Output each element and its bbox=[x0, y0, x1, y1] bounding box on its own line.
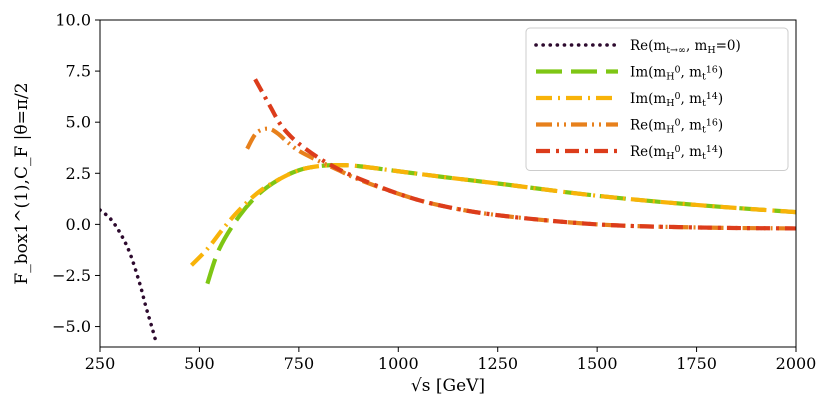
x-tick-label: 1500 bbox=[577, 354, 618, 373]
ticks-layer: 250 500 750 1000 1250 1500 1750 2000 −5.0 −2.5 0.0… bbox=[52, 11, 816, 374]
legend-item: Re(mH0, mt16) bbox=[536, 117, 723, 136]
x-tick-label: 1750 bbox=[676, 354, 717, 373]
series-line-5 bbox=[253, 78, 796, 231]
series-2 bbox=[205, 163, 796, 285]
x-axis-label-text: √s [GeV] bbox=[411, 376, 485, 396]
legend-label: Re(mH0, mt14) bbox=[630, 144, 723, 163]
y-axis-label: F_box1^(1),C_F |θ=π/2 bbox=[12, 82, 32, 284]
legend-label: Im(mH0, mt16) bbox=[630, 64, 723, 83]
plot-frame bbox=[99, 19, 797, 348]
x-tick-label: 250 bbox=[85, 354, 116, 373]
x-tick-label: 1000 bbox=[378, 354, 419, 373]
x-tick-label: 2000 bbox=[776, 354, 817, 373]
series-1 bbox=[100, 208, 159, 347]
y-tick-label: 5.0 bbox=[66, 113, 91, 132]
legend-item: Re(mH0, mt14) bbox=[536, 144, 723, 163]
series-line-1 bbox=[100, 208, 159, 347]
legend-label: Re(mt→∞, mH=0) bbox=[630, 38, 741, 56]
x-tick-label: 750 bbox=[284, 354, 315, 373]
y-tick-label: −2.5 bbox=[52, 266, 91, 285]
legend-item: Im(mH0, mt16) bbox=[536, 64, 723, 83]
series-5 bbox=[253, 78, 796, 231]
series-line-3 bbox=[189, 163, 796, 267]
legend-label: Im(mH0, mt14) bbox=[630, 91, 723, 110]
series-line-2 bbox=[205, 163, 796, 285]
series-3 bbox=[189, 163, 796, 267]
legend: Re(mt→∞, mH=0) Im(mH0, mt16) Im(mH0, mt14)… bbox=[525, 27, 789, 171]
legend-label: Re(mH0, mt16) bbox=[630, 117, 723, 136]
y-tick-label: −5.0 bbox=[52, 317, 91, 336]
y-tick-label: 10.0 bbox=[55, 11, 91, 30]
y-axis-label-text: F_box1^(1),C_F |θ=π/2 bbox=[12, 82, 32, 284]
y-tick-label: 2.5 bbox=[66, 164, 91, 183]
legend-item: Re(mt→∞, mH=0) bbox=[534, 38, 741, 56]
y-tick-label: 7.5 bbox=[66, 62, 91, 81]
y-tick-label: 0.0 bbox=[66, 215, 91, 234]
x-axis-label: √s [GeV] bbox=[411, 376, 485, 396]
legend-item: Im(mH0, mt14) bbox=[536, 91, 723, 110]
x-tick-label: 1250 bbox=[477, 354, 518, 373]
series-layer bbox=[100, 78, 796, 347]
x-tick-label: 500 bbox=[184, 354, 215, 373]
legend-box bbox=[525, 27, 789, 171]
